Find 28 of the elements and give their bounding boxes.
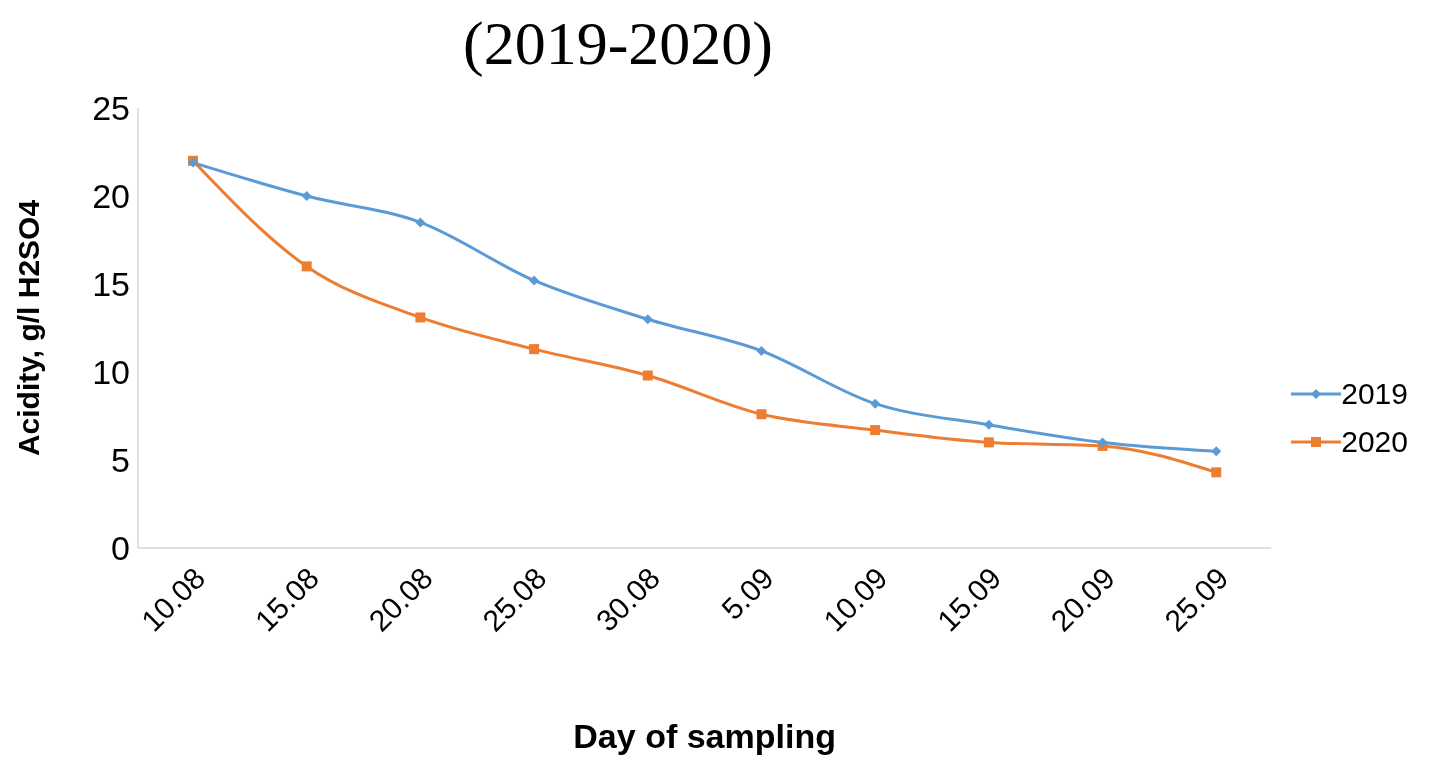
- y-tick-label: 15: [92, 265, 130, 304]
- y-tick-label: 10: [92, 353, 130, 392]
- legend-label: 2019: [1341, 377, 1408, 411]
- y-axis-title: Acidity, g/l H2SO4: [11, 199, 45, 457]
- y-tick-label: 0: [111, 529, 130, 568]
- point: [983, 419, 994, 430]
- point: [415, 217, 426, 228]
- point: [529, 275, 540, 286]
- y-tick-label: 20: [92, 177, 130, 216]
- point: [529, 344, 540, 355]
- point: [301, 261, 312, 272]
- point: [301, 191, 312, 201]
- x-tick-label: 5.09: [715, 561, 780, 626]
- point: [642, 370, 653, 381]
- y-tick-label: 5: [111, 441, 130, 480]
- point: [415, 312, 426, 323]
- point: [756, 345, 767, 356]
- point: [642, 314, 653, 325]
- point: [756, 409, 767, 420]
- chart-title: (2019-2020): [462, 8, 774, 78]
- y-tick-label: 25: [92, 89, 130, 128]
- point: [1211, 467, 1222, 478]
- point: [983, 437, 994, 448]
- point: [870, 398, 881, 409]
- point: [1211, 446, 1222, 457]
- x-axis-title: Day of sampling: [573, 717, 836, 755]
- legend-label: 2020: [1341, 425, 1408, 459]
- point: [870, 425, 881, 436]
